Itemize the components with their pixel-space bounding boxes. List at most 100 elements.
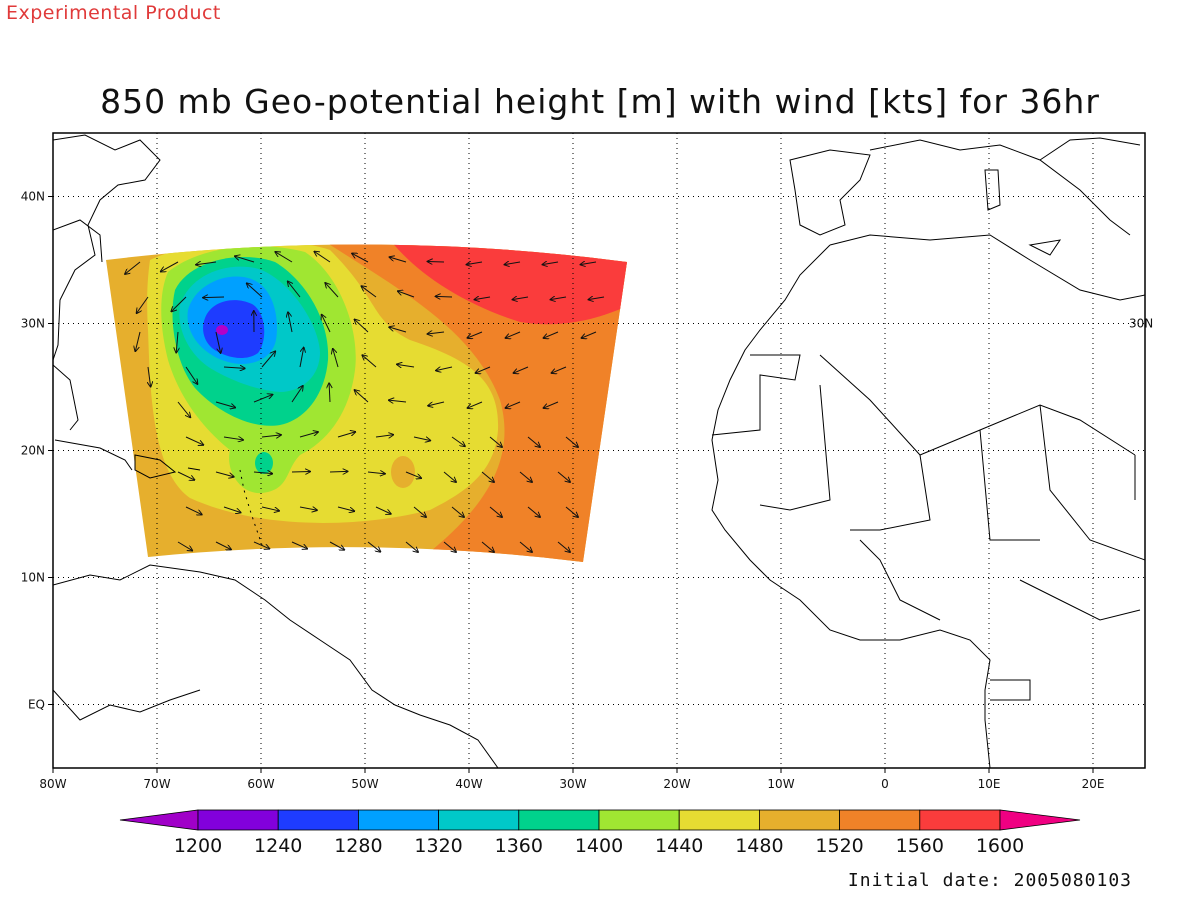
wind-arrow: [321, 314, 331, 333]
wind-arrow: [361, 286, 377, 298]
y-tick-label: 20N: [21, 444, 45, 458]
wind-arrow: [435, 296, 453, 297]
colorbar: 1200 1240 1280 1320 1360 1400 1440 1480 1520 1560…: [119, 809, 1081, 857]
y-tick-label-right: 30N: [1129, 317, 1153, 331]
colorbar-label: 1280: [334, 835, 382, 857]
map-title: 850 mb Geo-potential height [m] with win…: [100, 82, 1100, 121]
y-tick-label: 30N: [21, 317, 45, 331]
geopotential-field: [106, 244, 627, 562]
wind-arrow: [235, 256, 255, 263]
wind-arrow: [299, 347, 304, 368]
x-tick-label: 10W: [767, 777, 794, 791]
colorbar-label: 1360: [495, 835, 543, 857]
wind-arrow: [203, 297, 225, 298]
wind-arrow: [557, 471, 570, 482]
wind-arrow: [223, 367, 245, 368]
wind-arrow: [542, 262, 559, 265]
wind-arrow: [389, 327, 407, 333]
wind-arrow: [261, 435, 281, 437]
wind-arrow: [215, 471, 234, 477]
wind-arrow: [329, 541, 344, 550]
wind-arrow: [443, 541, 456, 552]
x-tick-label: 70W: [143, 777, 170, 791]
wind-arrow: [389, 257, 407, 263]
colorbar-label: 1200: [174, 835, 222, 857]
wind-arrow: [481, 471, 494, 482]
wind-arrow: [354, 390, 369, 403]
colorbar-box: [357, 809, 439, 831]
wind-arrow: [247, 283, 263, 298]
wind-arrow: [196, 262, 217, 265]
y-axis-labels: 40N 30N 20N 10N EQ 30N: [21, 190, 1154, 712]
wind-arrow: [580, 262, 597, 265]
wind-arrow: [337, 432, 356, 438]
wind-arrow: [405, 541, 418, 552]
colorbar-box: [518, 809, 600, 831]
wind-arrow: [505, 401, 521, 408]
wind-arrow: [291, 541, 307, 549]
colorbar-box: [197, 809, 279, 831]
wind-arrow: [512, 297, 529, 300]
colorbar-label: 1560: [896, 835, 944, 857]
wind-arrow: [436, 367, 453, 371]
wind-arrow: [185, 436, 204, 445]
wind-arrow: [352, 253, 369, 263]
wind-arrow: [299, 432, 318, 438]
wind-arrow: [565, 506, 578, 517]
wind-arrow: [299, 507, 317, 510]
wind-arrow: [397, 364, 415, 367]
wind-arrow: [543, 401, 559, 408]
y-tick-label: 10N: [21, 571, 45, 585]
wind-arrow: [505, 331, 521, 338]
wind-arrow: [519, 471, 532, 482]
wind-arrow: [405, 471, 421, 478]
wind-arrow: [333, 349, 339, 368]
colorbar-box: [598, 809, 680, 831]
wind-arrow: [329, 471, 348, 472]
wind-arrow: [275, 252, 293, 263]
wind-arrow: [466, 262, 483, 265]
wind-arrow: [171, 296, 187, 312]
x-tick-label: 20W: [663, 777, 690, 791]
wind-arrow: [185, 506, 202, 515]
wind-arrow: [215, 331, 221, 353]
x-tick-label: 40W: [455, 777, 482, 791]
wind-arrow: [314, 251, 331, 263]
lat-lon-grid: [53, 133, 1145, 768]
wind-arrow: [354, 319, 369, 333]
wind-arrow: [481, 541, 494, 552]
wind-arrow: [125, 261, 141, 274]
wind-arrow: [185, 366, 198, 384]
wind-arrow: [551, 366, 567, 373]
wind-arrow: [215, 541, 231, 550]
initial-date-label: Initial date: 2005080103: [847, 870, 1132, 891]
wind-arrow: [413, 436, 431, 441]
colorbar-label: 1480: [735, 835, 783, 857]
wind-arrow: [367, 541, 381, 552]
wind-arrow: [177, 401, 190, 418]
colorbar-label: 1400: [575, 835, 623, 857]
wind-arrow: [291, 386, 303, 403]
x-tick-label: 10E: [978, 777, 1001, 791]
wind-arrow: [223, 506, 241, 513]
wind-arrow: [467, 331, 483, 338]
coastlines: [53, 134, 1145, 768]
wind-arrow: [581, 331, 597, 338]
wind-arrow: [543, 331, 559, 338]
x-tick-label: 60W: [247, 777, 274, 791]
wind-arrow: [253, 541, 270, 549]
colorbar-upper-extension: [999, 809, 1081, 831]
colorbar-box: [759, 809, 841, 831]
colorbar-label: 1600: [976, 835, 1024, 857]
wind-arrow: [527, 506, 540, 517]
wind-arrow: [519, 541, 532, 552]
wind-arrow: [467, 401, 483, 408]
colorbar-box: [277, 809, 359, 831]
wind-arrow: [160, 261, 179, 272]
wind-arrow: [504, 262, 521, 265]
wind-vectors: [125, 251, 605, 552]
wind-arrow: [337, 506, 355, 511]
wind-arrow: [489, 506, 502, 517]
experimental-product-label: Experimental Product: [6, 2, 221, 24]
